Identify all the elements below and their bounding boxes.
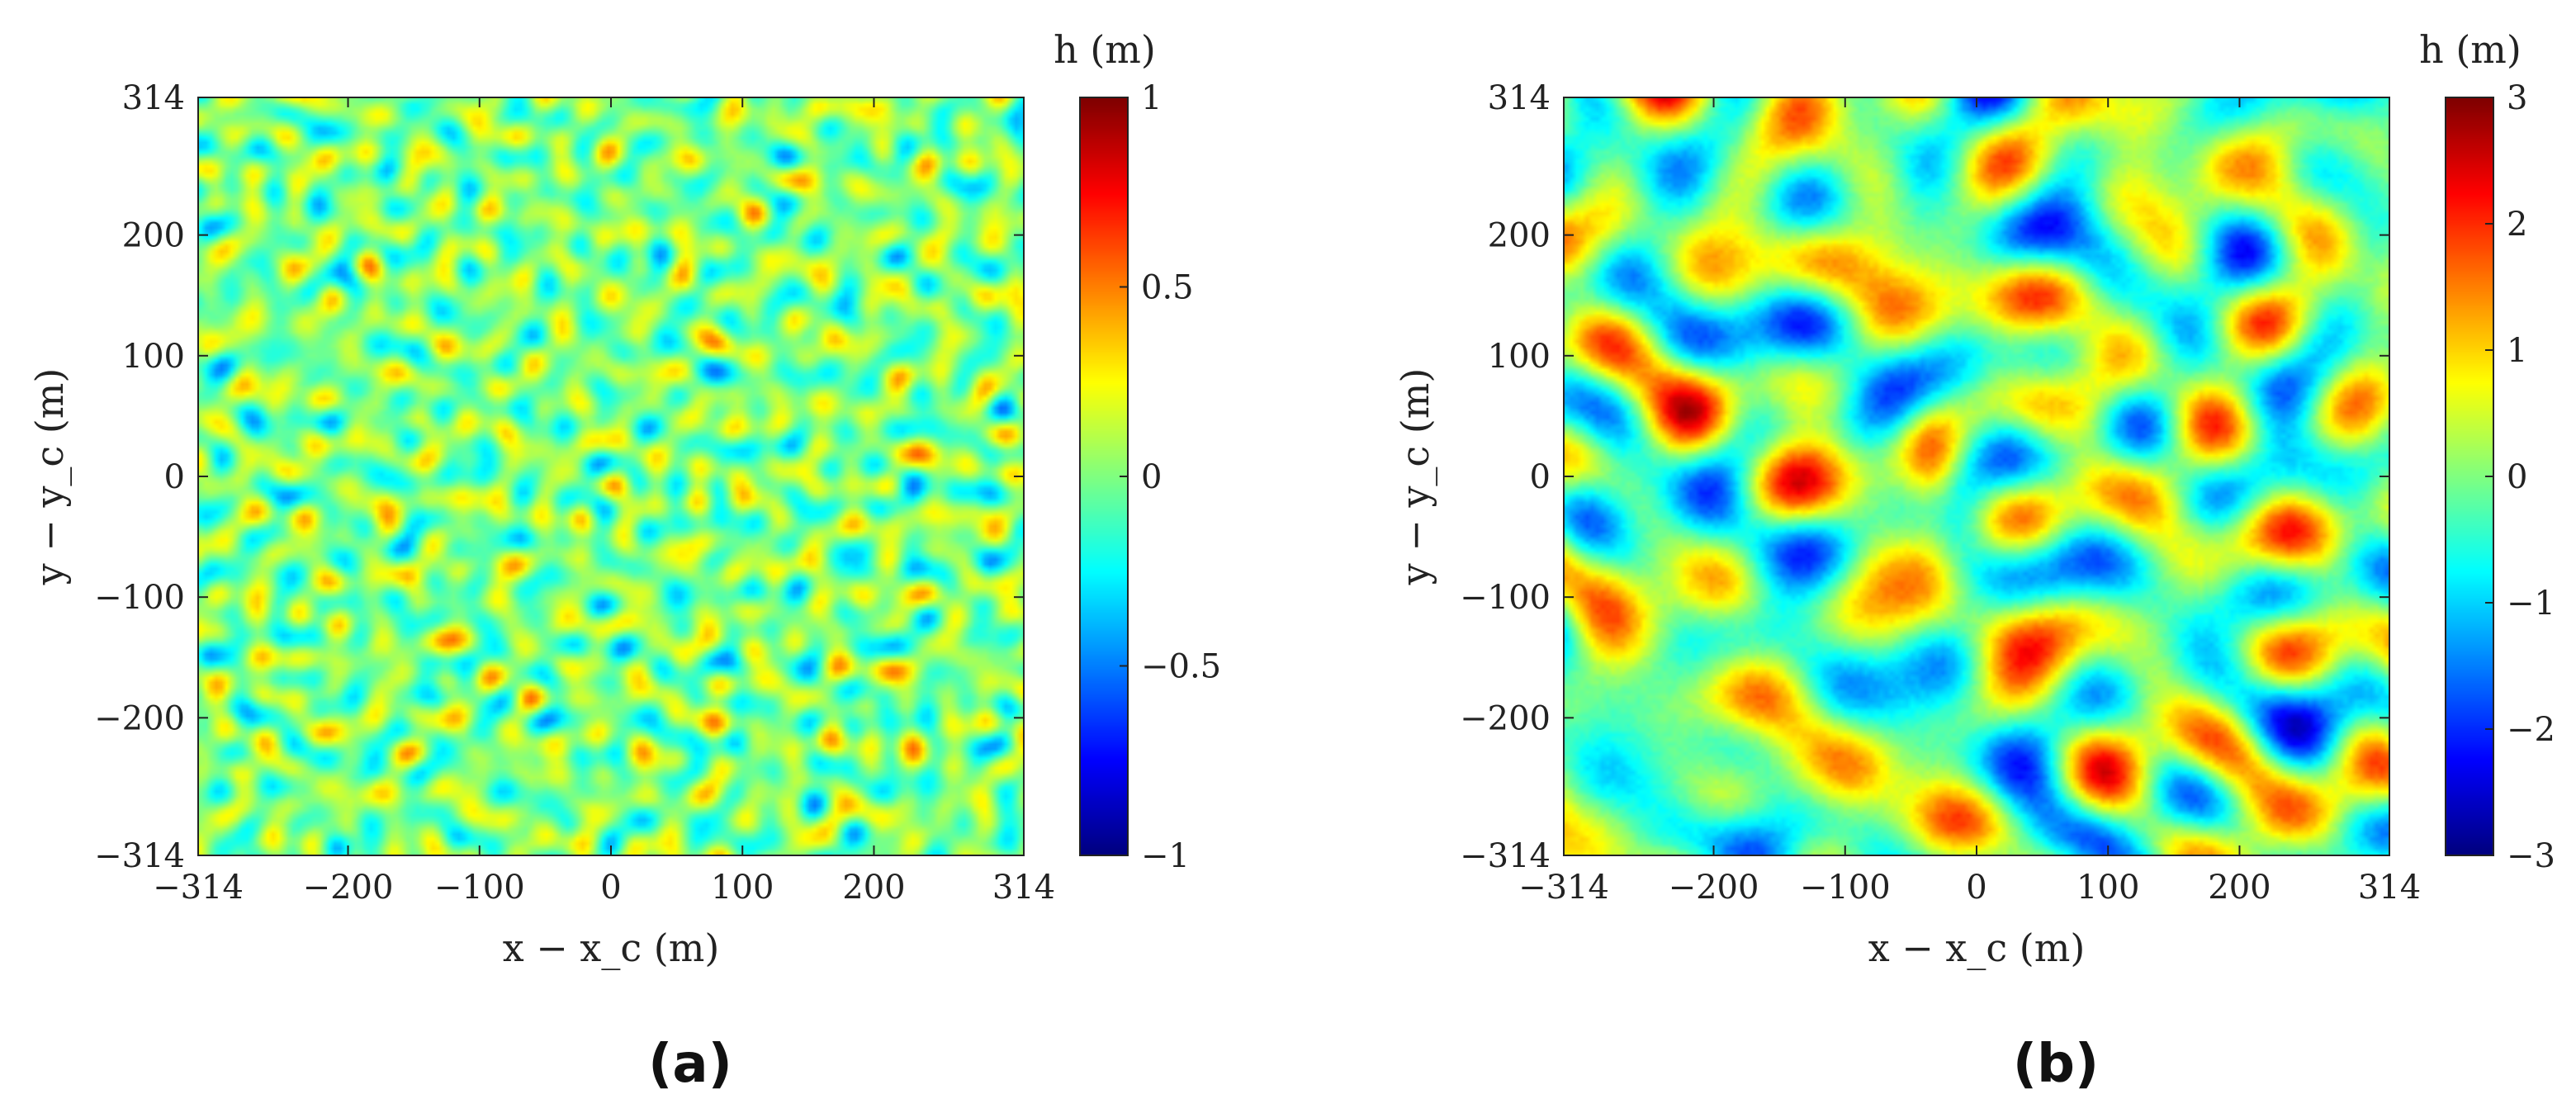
a-x-tick-label: −100 xyxy=(434,869,525,907)
colorbar-ticks-a: 1 0.5 0 −0.5 −1 xyxy=(1120,79,1221,875)
heatmap-a xyxy=(198,97,1024,855)
panel-label-a: (a) xyxy=(648,1034,732,1095)
a-colorbar-tick-label: −0.5 xyxy=(1141,648,1221,686)
panel-label-b: (b) xyxy=(2013,1034,2099,1095)
b-y-tick-label: −314 xyxy=(1460,837,1551,875)
b-x-tick-label: 314 xyxy=(2358,869,2421,907)
a-y-tick-label: −200 xyxy=(94,699,185,737)
a-x-tick-label: 100 xyxy=(711,869,774,907)
b-colorbar-tick-label: −2 xyxy=(2507,711,2555,749)
b-y-tick-label: 314 xyxy=(1488,79,1551,117)
a-y-tick-label: −314 xyxy=(94,837,185,875)
b-colorbar-tick-label: −1 xyxy=(2507,585,2555,623)
b-y-tick-label: 0 xyxy=(1530,458,1551,496)
b-colorbar-tick-label: 3 xyxy=(2507,79,2527,117)
a-y-tick-label: 314 xyxy=(122,79,185,117)
b-colorbar-tick-label: −3 xyxy=(2507,837,2555,875)
b-colorbar-tick-label: 1 xyxy=(2507,332,2527,370)
ticks-a: −314 −200 −100 0 100 200 314 314 200 100 0 −100 −200… xyxy=(94,79,1055,907)
b-x-tick-label: 0 xyxy=(1966,869,1986,907)
y-axis-label-b: y − y_c (m) xyxy=(1393,368,1437,586)
colorbar-ticks-b: 3 2 1 0 −1 −2 −3 xyxy=(2485,79,2555,875)
x-axis-label-b: x − x_c (m) xyxy=(1868,926,2086,970)
a-x-tick-label: −314 xyxy=(153,869,244,907)
a-x-tick-label: −200 xyxy=(303,869,394,907)
a-y-tick-label: 0 xyxy=(164,458,185,496)
ticks-b: −314 −200 −100 0 100 200 314 314 200 100 0 −100 −200… xyxy=(1460,79,2421,907)
b-x-tick-label: −314 xyxy=(1518,869,1609,907)
y-axis-label-a: y − y_c (m) xyxy=(27,368,72,586)
b-x-tick-label: −100 xyxy=(1800,869,1891,907)
x-axis-label-a: x − x_c (m) xyxy=(503,926,720,970)
a-colorbar-tick-label: 0.5 xyxy=(1141,269,1194,307)
b-colorbar-tick-label: 0 xyxy=(2507,458,2527,496)
b-x-tick-label: 100 xyxy=(2076,869,2139,907)
a-x-tick-label: 200 xyxy=(842,869,905,907)
colorbar-label-a: h (m) xyxy=(1054,27,1156,72)
b-y-tick-label: −100 xyxy=(1460,579,1551,617)
a-x-tick-label: 314 xyxy=(992,869,1055,907)
a-x-tick-label: 0 xyxy=(600,869,621,907)
a-colorbar-tick-label: −1 xyxy=(1141,837,1190,875)
b-y-tick-label: 200 xyxy=(1488,217,1551,255)
a-colorbar-tick-label: 1 xyxy=(1141,79,1162,117)
b-x-tick-label: −200 xyxy=(1669,869,1759,907)
panel-a: −314 −200 −100 0 100 200 314 314 200 100 0 −100 −200… xyxy=(27,27,1221,1095)
a-y-tick-label: 200 xyxy=(122,217,185,255)
a-colorbar-tick-label: 0 xyxy=(1141,458,1162,496)
b-x-tick-label: 200 xyxy=(2208,869,2271,907)
b-colorbar-tick-label: 2 xyxy=(2507,206,2527,244)
colorbar-label-b: h (m) xyxy=(2419,27,2522,72)
panel-b: −314 −200 −100 0 100 200 314 314 200 100 0 −100 −200… xyxy=(1393,27,2555,1095)
b-y-tick-label: 100 xyxy=(1488,338,1551,376)
a-y-tick-label: −100 xyxy=(94,579,185,617)
b-y-tick-label: −200 xyxy=(1460,699,1551,737)
heatmap-b xyxy=(1564,97,2389,855)
a-y-tick-label: 100 xyxy=(122,338,185,376)
